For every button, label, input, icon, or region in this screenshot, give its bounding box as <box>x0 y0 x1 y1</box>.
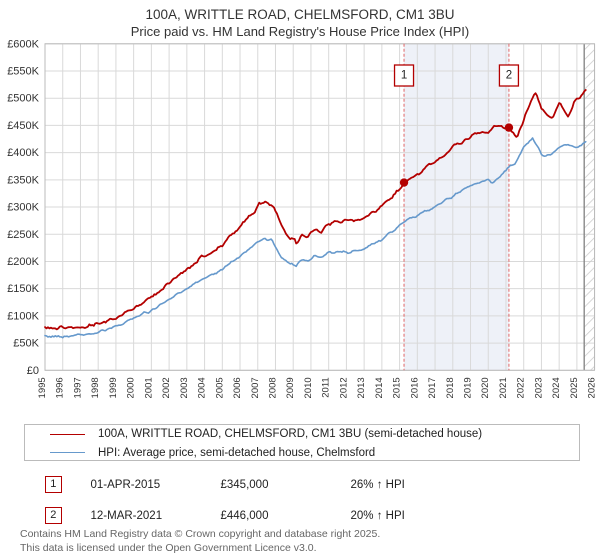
svg-text:2006: 2006 <box>232 377 243 398</box>
svg-text:£500K: £500K <box>7 93 39 105</box>
svg-text:2001: 2001 <box>143 377 154 398</box>
svg-text:2005: 2005 <box>214 377 225 398</box>
svg-text:2020: 2020 <box>480 377 491 398</box>
svg-text:2011: 2011 <box>321 377 332 397</box>
svg-text:£50K: £50K <box>13 338 39 350</box>
svg-text:2007: 2007 <box>250 377 261 398</box>
svg-text:1996: 1996 <box>55 377 66 398</box>
svg-text:1: 1 <box>401 70 407 82</box>
svg-text:£400K: £400K <box>7 147 39 159</box>
svg-text:£550K: £550K <box>7 66 39 78</box>
svg-text:2017: 2017 <box>427 377 438 398</box>
svg-text:2015: 2015 <box>392 377 403 398</box>
svg-text:2023: 2023 <box>533 377 544 398</box>
svg-text:2008: 2008 <box>267 377 278 398</box>
svg-text:£600K: £600K <box>7 38 39 50</box>
svg-text:2002: 2002 <box>161 377 172 398</box>
svg-text:2026: 2026 <box>587 377 598 398</box>
svg-text:2009: 2009 <box>285 377 296 398</box>
svg-text:2: 2 <box>506 70 512 82</box>
svg-text:2013: 2013 <box>356 377 367 398</box>
svg-text:2010: 2010 <box>303 377 314 398</box>
svg-text:2019: 2019 <box>463 377 474 398</box>
svg-text:2000: 2000 <box>126 377 137 398</box>
svg-text:2012: 2012 <box>338 377 349 398</box>
svg-text:2022: 2022 <box>516 377 527 398</box>
svg-text:2014: 2014 <box>374 377 385 398</box>
svg-text:£150K: £150K <box>7 283 39 295</box>
svg-text:£200K: £200K <box>7 256 39 268</box>
svg-text:£250K: £250K <box>7 229 39 241</box>
svg-text:£350K: £350K <box>7 174 39 186</box>
svg-text:2003: 2003 <box>179 377 190 398</box>
svg-text:2024: 2024 <box>551 377 562 398</box>
svg-text:2016: 2016 <box>409 377 420 398</box>
svg-text:2018: 2018 <box>445 377 456 398</box>
svg-text:1995: 1995 <box>37 377 48 398</box>
svg-text:2025: 2025 <box>569 377 580 398</box>
svg-text:2021: 2021 <box>498 377 509 398</box>
svg-text:1997: 1997 <box>72 377 83 398</box>
svg-text:2004: 2004 <box>197 377 208 398</box>
svg-text:£100K: £100K <box>7 310 39 322</box>
svg-text:£0: £0 <box>27 365 39 377</box>
svg-text:£450K: £450K <box>7 120 39 132</box>
svg-text:1999: 1999 <box>108 377 119 398</box>
svg-text:1998: 1998 <box>90 377 101 398</box>
svg-text:£300K: £300K <box>7 202 39 214</box>
